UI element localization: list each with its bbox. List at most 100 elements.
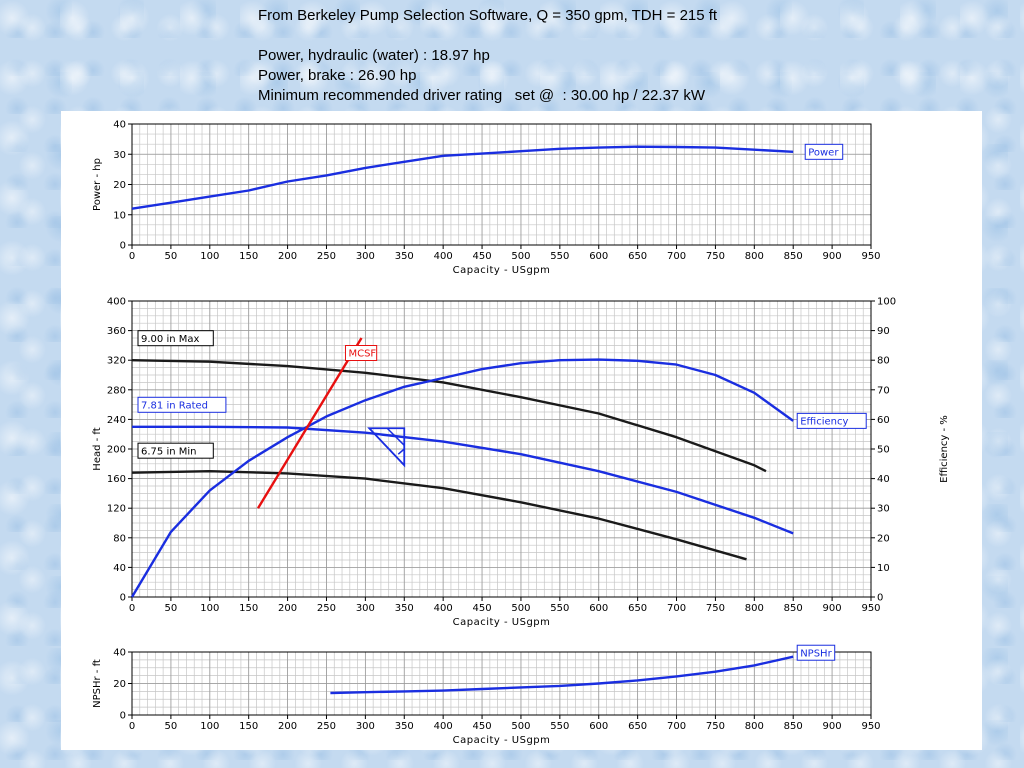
- chart-2-label-max: 9.00 in Max: [141, 334, 199, 345]
- chart-3-x-tick-label: 750: [706, 721, 725, 732]
- chart-3-y-tick-label: 20: [113, 679, 126, 690]
- chart-2-operating-point-hatch: [386, 427, 405, 446]
- chart-1-x-tick-label: 600: [589, 251, 608, 262]
- chart-2-y-tick-label: 0: [120, 593, 126, 604]
- chart-3-x-tick-label: 600: [589, 721, 608, 732]
- chart-2-series-efficiency: [130, 358, 794, 598]
- chart-2-y2-tick-label: 40: [877, 474, 890, 485]
- chart-3-y-axis-label: NPSHr - ft: [92, 659, 103, 708]
- chart-2-label-max-box: [137, 330, 214, 347]
- chart-1-y-axis-label: Power - hp: [92, 158, 103, 211]
- chart-2-x-tick-label: 350: [395, 603, 414, 614]
- chart-2-y2-tick-label: 50: [877, 445, 890, 456]
- chart-2-y-tick-label: 160: [107, 474, 126, 485]
- chart-1-x-tick-label: 650: [628, 251, 647, 262]
- chart-1-x-tick-label: 550: [550, 251, 569, 262]
- header: From Berkeley Pump Selection Software, Q…: [258, 6, 818, 106]
- chart-2-y-tick-label: 360: [107, 326, 126, 337]
- chart-2-operating-point-hatch: [368, 427, 405, 466]
- chart-2-x-tick-label: 200: [278, 603, 297, 614]
- chart-2-x-tick-label: 650: [628, 603, 647, 614]
- chart-3-x-tick-label: 200: [278, 721, 297, 732]
- chart-3-x-axis-label: Capacity - USgpm: [453, 735, 551, 746]
- chart-2-label-rated-box: [137, 396, 227, 413]
- chart-2-x-tick-label: 400: [434, 603, 453, 614]
- chart-2-label-mcsf-box: [344, 345, 378, 361]
- chart-2-x-tick-label: 50: [165, 603, 178, 614]
- chart-1-x-tick-label: 900: [823, 251, 842, 262]
- chart-1-x-tick-label: 400: [434, 251, 453, 262]
- chart-3-x-tick-label: 0: [129, 721, 135, 732]
- chart-1-x-tick-label: 100: [200, 251, 219, 262]
- chart-2-x-tick-label: 900: [823, 603, 842, 614]
- chart-3-x-tick-label: 350: [395, 721, 414, 732]
- chart-1-x-tick-label: 50: [165, 251, 178, 262]
- chart-3-x-tick-label: 700: [667, 721, 686, 732]
- chart-2-x-tick-label: 700: [667, 603, 686, 614]
- chart-3-legend-npshr-box: [796, 644, 836, 661]
- pump-curves-svg: 0 50 100 150 200 250 300 350 400 450 500 550 600 650 7…: [92, 120, 950, 747]
- chart-1-y-tick-label: 20: [113, 180, 126, 191]
- chart-3-x-tick-label: 100: [200, 721, 219, 732]
- chart-2-y-tick-label: 320: [107, 356, 126, 367]
- chart-2-x-tick-label: 850: [784, 603, 803, 614]
- header-line-2: Power, hydraulic (water) : 18.97 hp: [258, 47, 490, 64]
- chart-2-x-tick-label: 300: [356, 603, 375, 614]
- chart-2-series-7-81-in-rated: [132, 425, 794, 535]
- chart-panel: 0 50 100 150 200 250 300 350 400 450 500 550 600 650 7…: [61, 111, 982, 750]
- chart-2-label-mcsf: MCSF: [348, 349, 376, 360]
- chart-2-x-tick-label: 500: [511, 603, 530, 614]
- chart-2-y2-tick-label: 80: [877, 356, 890, 367]
- chart-2-y-axis-label: Head - ft: [92, 427, 103, 470]
- chart-1-series-power: [131, 145, 794, 210]
- chart-2-legend-efficiency-box: [796, 412, 867, 429]
- chart-1-x-tick-label: 250: [317, 251, 336, 262]
- chart-1-x-tick-label: 750: [706, 251, 725, 262]
- chart-2-y-tick-label: 40: [113, 563, 126, 574]
- chart-2-x-tick-label: 750: [706, 603, 725, 614]
- chart-2-label-min: 6.75 in Min: [141, 446, 196, 457]
- chart-3-grid: [131, 651, 872, 716]
- chart-3-x-tick-label: 150: [239, 721, 258, 732]
- chart-2-y-tick-label: 240: [107, 415, 126, 426]
- chart-1-legend-power: Power: [808, 147, 839, 158]
- chart-3-legend-npshr: NPSHr: [800, 648, 832, 659]
- chart-1-y-tick-label: 10: [113, 210, 126, 221]
- chart-2-x-tick-label: 550: [550, 603, 569, 614]
- chart-2-y2-tick-label: 70: [877, 385, 890, 396]
- chart-1-x-tick-label: 500: [511, 251, 530, 262]
- chart-1-y-tick-label: 0: [120, 241, 126, 252]
- chart-1-x-tick-label: 200: [278, 251, 297, 262]
- chart-1-x-tick-label: 0: [129, 251, 135, 262]
- chart-2-y2-tick-label: 60: [877, 415, 890, 426]
- chart-2-x-tick-label: 950: [861, 603, 880, 614]
- chart-2-x-tick-label: 800: [745, 603, 764, 614]
- chart-2-y2-tick-label: 10: [877, 563, 890, 574]
- chart-3-y-tick-label: 0: [120, 711, 126, 722]
- chart-2-y-tick-label: 80: [113, 533, 126, 544]
- chart-1-x-tick-label: 350: [395, 251, 414, 262]
- chart-1-x-axis-label: Capacity - USgpm: [453, 265, 551, 276]
- chart-2-y2-tick-label: 100: [877, 297, 896, 308]
- chart-3-x-tick-label: 850: [784, 721, 803, 732]
- chart-2-series-9-00-in-max: [131, 359, 767, 473]
- chart-3-x-tick-label: 50: [165, 721, 178, 732]
- chart-2-operating-point-hatch: [397, 448, 405, 455]
- chart-1-y-tick-label: 30: [113, 150, 126, 161]
- chart-3-x-tick-label: 550: [550, 721, 569, 732]
- chart-1-x-tick-label: 800: [745, 251, 764, 262]
- chart-3-x-tick-label: 450: [473, 721, 492, 732]
- chart-2-y-tick-label: 120: [107, 504, 126, 515]
- chart-2-grid: [131, 300, 872, 598]
- chart-2-y2-tick-label: 30: [877, 504, 890, 515]
- chart-3-x-tick-label: 400: [434, 721, 453, 732]
- chart-1-legend-power-box: [804, 143, 844, 160]
- chart-3-x-tick-label: 800: [745, 721, 764, 732]
- chart-1-x-tick-label: 150: [239, 251, 258, 262]
- header-line-4: Minimum recommended driver rating set @ …: [258, 87, 706, 104]
- chart-1-x-tick-label: 950: [861, 251, 880, 262]
- chart-2-x-tick-label: 250: [317, 603, 336, 614]
- chart-3-y-tick-label: 40: [113, 648, 126, 659]
- chart-1-grid: [131, 123, 872, 246]
- chart-2-y-tick-label: 400: [107, 297, 126, 308]
